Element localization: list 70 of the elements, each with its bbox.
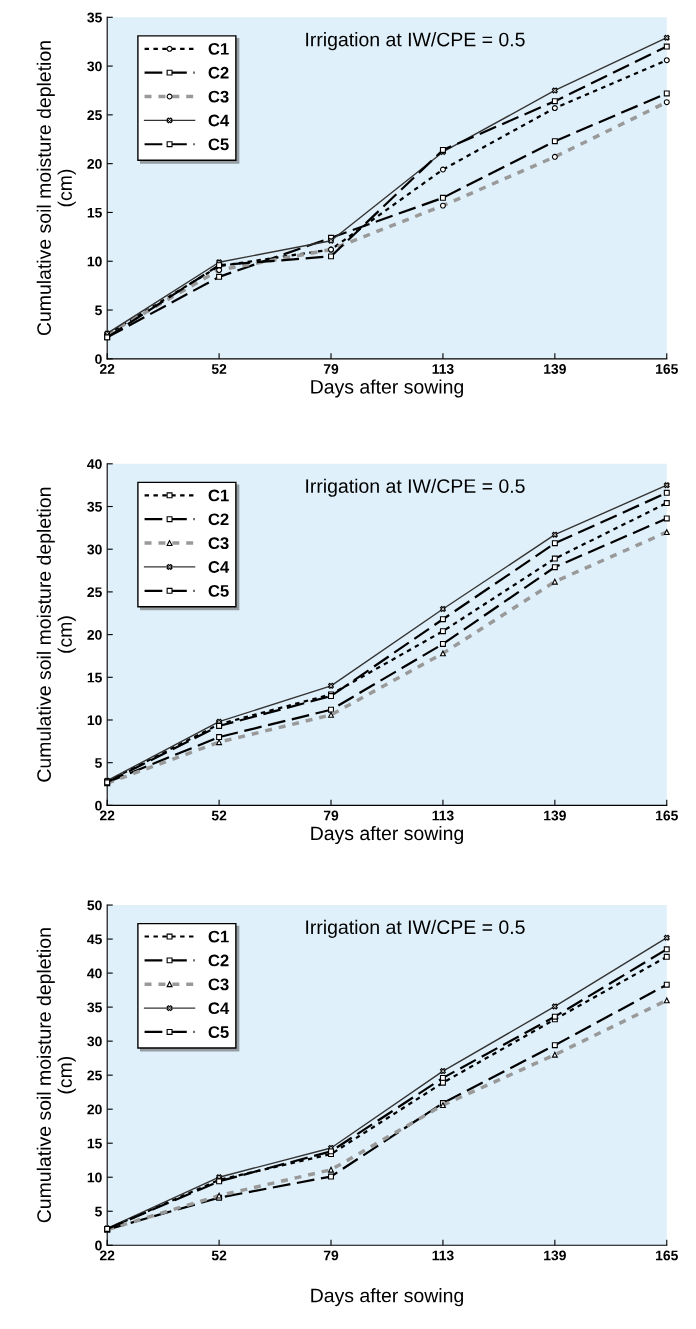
y-tick-label: 5: [95, 758, 102, 768]
legend-label: C3: [208, 537, 229, 550]
x-tick-label: 22: [99, 1250, 115, 1261]
y-tick-label: 45: [87, 934, 102, 945]
text: Irrigation at IW/CPE = 0.5: [306, 919, 525, 938]
y-tick-label: 15: [87, 672, 102, 683]
y-tick-label: 15: [87, 1138, 102, 1149]
y-tick-label: 10: [87, 715, 102, 726]
y-tick-label: 20: [87, 158, 102, 169]
y-tick-label: 10: [87, 1172, 102, 1183]
y-tick-label: 40: [87, 459, 102, 469]
y-tick-label: 40: [87, 968, 102, 979]
y-tick-label: 35: [87, 501, 102, 512]
y-tick-label: 5: [95, 1206, 102, 1217]
legend-label: C1: [208, 489, 229, 502]
x-tick-label: 52: [211, 364, 227, 374]
x-tick-label: 113: [432, 1250, 454, 1261]
text: Irrigation at IW/CPE = 0.5: [306, 32, 525, 51]
y-tick-label: 50: [87, 900, 102, 911]
x-tick-label: 113: [432, 810, 454, 821]
y-tick-label: 0: [95, 800, 102, 811]
y-tick-label: 10: [87, 256, 102, 267]
x-tick-label: 22: [99, 364, 115, 374]
y-axis-title: Cumulative soil moisture depletion (cm): [36, 487, 76, 782]
y-tick-label: 25: [87, 1070, 102, 1081]
y-tick-label: 20: [87, 629, 102, 640]
y-tick-label: 0: [95, 354, 102, 364]
legend-label: C5: [208, 1026, 229, 1038]
y-tick-label: 5: [95, 305, 102, 316]
y-tick-label: 20: [87, 1104, 102, 1115]
legend-label: C3: [208, 978, 229, 991]
legend-label: C5: [208, 584, 229, 597]
y-tick-label: 0: [95, 1240, 102, 1251]
legend-label: C1: [208, 930, 229, 943]
x-tick-label: 139: [544, 810, 566, 821]
y-tick-label: 35: [87, 1002, 102, 1013]
x-axis-title: Days after sowing: [311, 379, 463, 398]
legend-label: C4: [208, 114, 230, 127]
x-tick-label: 79: [323, 364, 339, 374]
legend-label: C1: [208, 42, 229, 55]
x-axis-title: Days after sowing: [311, 1288, 463, 1307]
x-tick-label: 165: [656, 364, 678, 374]
y-tick-label: 30: [87, 544, 102, 555]
x-tick-label: 52: [211, 810, 227, 821]
legend-label: C2: [208, 954, 229, 967]
y-tick-label: 25: [87, 587, 102, 598]
x-tick-label: 165: [656, 810, 678, 821]
text: Irrigation at IW/CPE = 0.5: [306, 478, 525, 497]
legend-label: C2: [208, 513, 229, 526]
x-tick-label: 79: [323, 810, 339, 821]
x-tick-label: 22: [99, 810, 115, 821]
x-tick-label: 139: [544, 364, 566, 374]
x-axis-title: Days after sowing: [311, 825, 463, 845]
x-tick-label: 165: [656, 1250, 678, 1261]
x-tick-label: 139: [544, 1250, 566, 1261]
x-tick-label: 113: [432, 364, 454, 374]
legend-label: C4: [208, 1002, 230, 1015]
x-tick-label: 79: [323, 1250, 339, 1261]
y-tick-label: 35: [87, 12, 102, 23]
legend-label: C4: [208, 561, 230, 573]
y-tick-label: 25: [87, 110, 102, 121]
y-axis-title: Cumulative soil moisture depletion (cm): [36, 928, 76, 1223]
legend-label: C3: [208, 90, 229, 103]
legend-label: C2: [208, 66, 229, 79]
y-axis-title: Cumulative soil moisture depletion (cm): [36, 41, 76, 336]
y-tick-label: 15: [87, 207, 102, 218]
y-tick-label: 30: [87, 1036, 102, 1047]
y-tick-label: 30: [87, 61, 102, 72]
x-tick-label: 52: [211, 1250, 227, 1261]
legend-label: C5: [208, 138, 229, 151]
